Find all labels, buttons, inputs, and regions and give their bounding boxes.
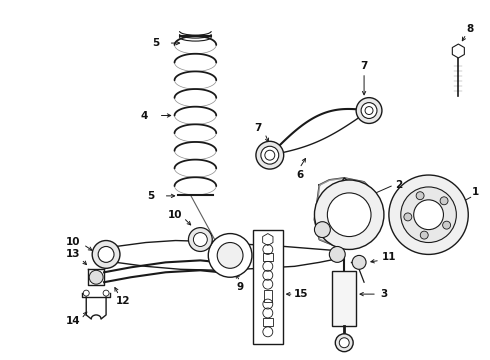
Text: 3: 3 — [380, 289, 388, 299]
Circle shape — [389, 175, 468, 255]
Circle shape — [356, 98, 382, 123]
Circle shape — [327, 193, 371, 237]
Circle shape — [361, 103, 377, 118]
Circle shape — [208, 234, 252, 277]
Circle shape — [404, 213, 412, 221]
Circle shape — [339, 338, 349, 348]
Text: 14: 14 — [66, 316, 81, 326]
Circle shape — [401, 187, 456, 243]
Circle shape — [256, 141, 284, 169]
Text: 5: 5 — [152, 38, 159, 48]
Bar — [264, 290, 272, 302]
Text: 2: 2 — [395, 180, 402, 190]
Text: 13: 13 — [66, 249, 80, 260]
Circle shape — [89, 270, 103, 284]
Text: 7: 7 — [360, 61, 368, 71]
Text: 10: 10 — [168, 210, 183, 220]
Text: 5: 5 — [147, 191, 154, 201]
Circle shape — [352, 255, 366, 269]
Text: 8: 8 — [466, 24, 474, 34]
Text: 15: 15 — [294, 289, 309, 299]
Circle shape — [440, 197, 448, 205]
Polygon shape — [452, 44, 465, 58]
Bar — [253, 230, 283, 344]
Polygon shape — [315, 178, 379, 247]
Bar — [263, 253, 273, 261]
Circle shape — [329, 247, 345, 262]
Circle shape — [416, 192, 424, 200]
Text: 7: 7 — [254, 123, 262, 134]
Circle shape — [261, 146, 279, 164]
Circle shape — [414, 200, 443, 230]
Circle shape — [98, 247, 114, 262]
Bar — [263, 318, 273, 326]
Circle shape — [189, 228, 212, 251]
Text: 1: 1 — [471, 187, 479, 197]
Circle shape — [194, 233, 207, 247]
Text: 11: 11 — [382, 252, 396, 262]
Circle shape — [92, 240, 120, 268]
Text: 4: 4 — [140, 111, 147, 121]
Circle shape — [315, 180, 384, 249]
Circle shape — [217, 243, 243, 268]
Text: 9: 9 — [237, 282, 244, 292]
Text: 12: 12 — [116, 296, 130, 306]
Text: 6: 6 — [296, 170, 303, 180]
Circle shape — [315, 222, 330, 238]
Circle shape — [442, 221, 451, 229]
Circle shape — [335, 334, 353, 352]
Bar — [332, 271, 356, 326]
Circle shape — [420, 231, 428, 239]
Text: 10: 10 — [66, 237, 80, 247]
